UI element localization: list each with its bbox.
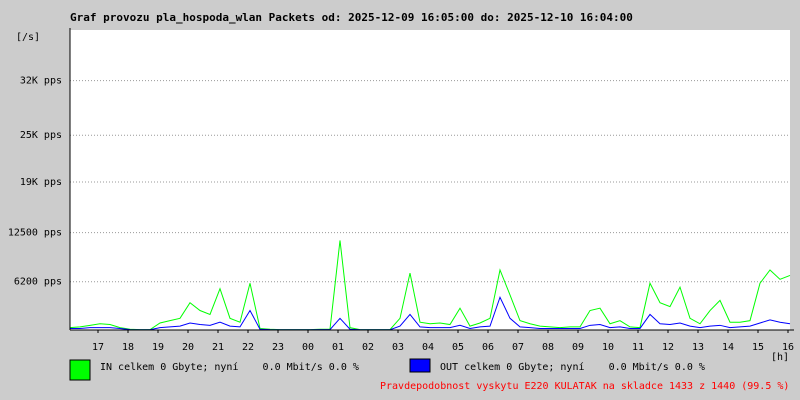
legend-swatch: [409, 358, 431, 373]
y-tick-label: 6200 pps: [14, 277, 62, 288]
x-tick-label: 10: [602, 342, 614, 353]
marks: [69, 240, 791, 331]
x-tick-label: 00: [302, 342, 314, 353]
x-unit: [h]: [771, 352, 789, 363]
x-tick-label: 20: [182, 342, 194, 353]
x-tick-label: 16: [782, 342, 794, 353]
legend-swatch: [69, 359, 91, 381]
x-tick-label: 05: [452, 342, 464, 353]
legend-label: IN celkem 0 Gbyte; nyní 0.0 Mbit/s 0.0 %: [100, 361, 359, 373]
plot-area: [70, 30, 790, 330]
series-line: [70, 295, 791, 331]
x-tick-label: 23: [272, 342, 284, 353]
x-tick-label: 17: [92, 342, 104, 353]
x-tick-label: 01: [332, 342, 344, 353]
x-tick-label: 06: [482, 342, 494, 353]
x-tick-label: 02: [362, 342, 374, 353]
x-tick-label: 07: [512, 342, 524, 353]
legend-label: OUT celkem 0 Gbyte; nyní 0.0 Mbit/s 0.0 …: [440, 361, 705, 373]
x-tick-label: 22: [242, 342, 254, 353]
x-tick-label: 21: [212, 342, 224, 353]
x-tick-label: 15: [752, 342, 764, 353]
x-tick-label: 11: [632, 342, 644, 353]
x-tick-label: 18: [122, 342, 134, 353]
y-tick-label: 25K pps: [20, 130, 62, 141]
chart-title: Graf provozu pla_hospoda_wlan Packets od…: [70, 11, 633, 24]
footer-note: Pravdepodobnost vyskytu E220 KULATAK na …: [380, 381, 789, 392]
x-tick-label: 13: [692, 342, 704, 353]
series-line: [69, 240, 791, 331]
y-tick-label: 19K pps: [20, 177, 62, 188]
x-tick-label: 14: [722, 342, 734, 353]
x-tick-label: 09: [572, 342, 584, 353]
y-unit: [/s]: [16, 32, 40, 43]
x-tick-label: 04: [422, 342, 434, 353]
x-tick-label: 08: [542, 342, 554, 353]
x-tick-label: 19: [152, 342, 164, 353]
x-tick-label: 03: [392, 342, 404, 353]
y-tick-label: 32K pps: [20, 76, 62, 87]
y-tick-label: 12500 pps: [8, 228, 62, 239]
grid: [70, 80, 790, 283]
x-tick-label: 12: [662, 342, 674, 353]
